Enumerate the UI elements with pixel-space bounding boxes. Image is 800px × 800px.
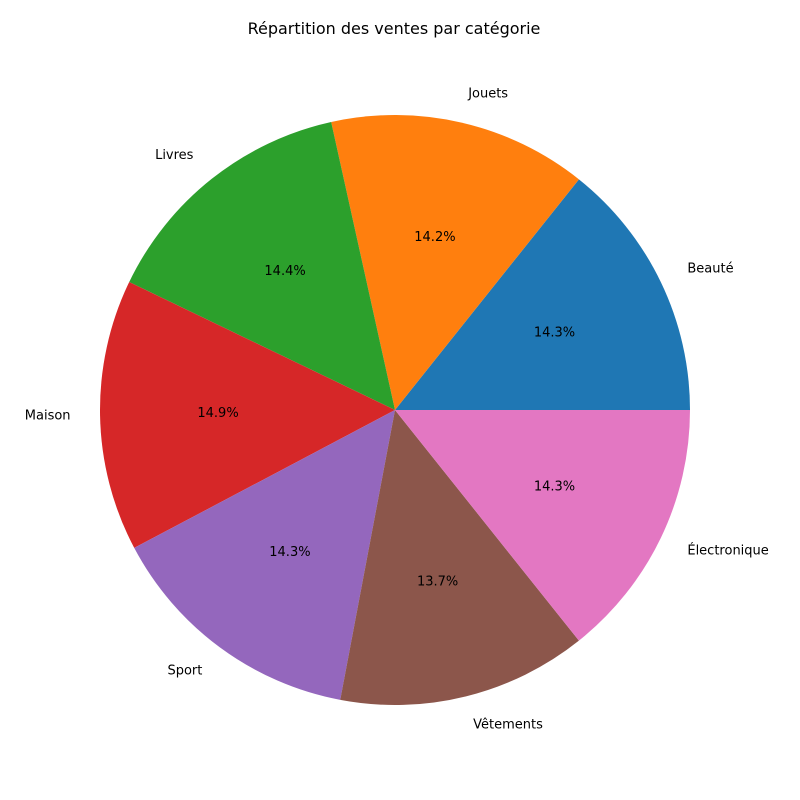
percentage-label-livres: 14.4%	[264, 264, 305, 279]
percentage-label-jouets: 14.2%	[414, 230, 455, 245]
pie-slice-jouets	[331, 115, 579, 411]
pie-slice-livres	[129, 121, 396, 410]
chart-title: Répartition des ventes par catégorie	[248, 19, 541, 38]
percentage-label-maison: 14.9%	[197, 406, 238, 421]
category-label-beaute: Beauté	[687, 262, 733, 277]
pie-slice-electronique	[395, 410, 690, 641]
percentage-label-vetements: 13.7%	[417, 574, 458, 589]
pie-slice-sport	[134, 410, 395, 700]
category-label-jouets: Jouets	[467, 86, 508, 101]
category-label-maison: Maison	[25, 409, 71, 424]
percentage-label-electronique: 14.3%	[534, 479, 575, 494]
pie-slice-maison	[99, 282, 395, 548]
category-label-electronique: Électronique	[687, 542, 768, 558]
category-labels: Beauté Jouets Livres Maison Sport Vêtements Él…	[25, 86, 769, 732]
category-label-livres: Livres	[155, 148, 194, 163]
pie-slice-vetements	[340, 410, 579, 705]
pie-slice-beaute	[395, 179, 690, 410]
percentage-labels: 14.3% 14.2% 14.4% 14.9% 14.3% 13.7% 14.3%	[197, 230, 575, 589]
category-label-sport: Sport	[167, 664, 202, 679]
percentage-label-beaute: 14.3%	[534, 326, 575, 341]
pie-slices	[99, 115, 690, 705]
percentage-label-sport: 14.3%	[269, 545, 310, 560]
category-label-vetements: Vêtements	[473, 717, 543, 732]
